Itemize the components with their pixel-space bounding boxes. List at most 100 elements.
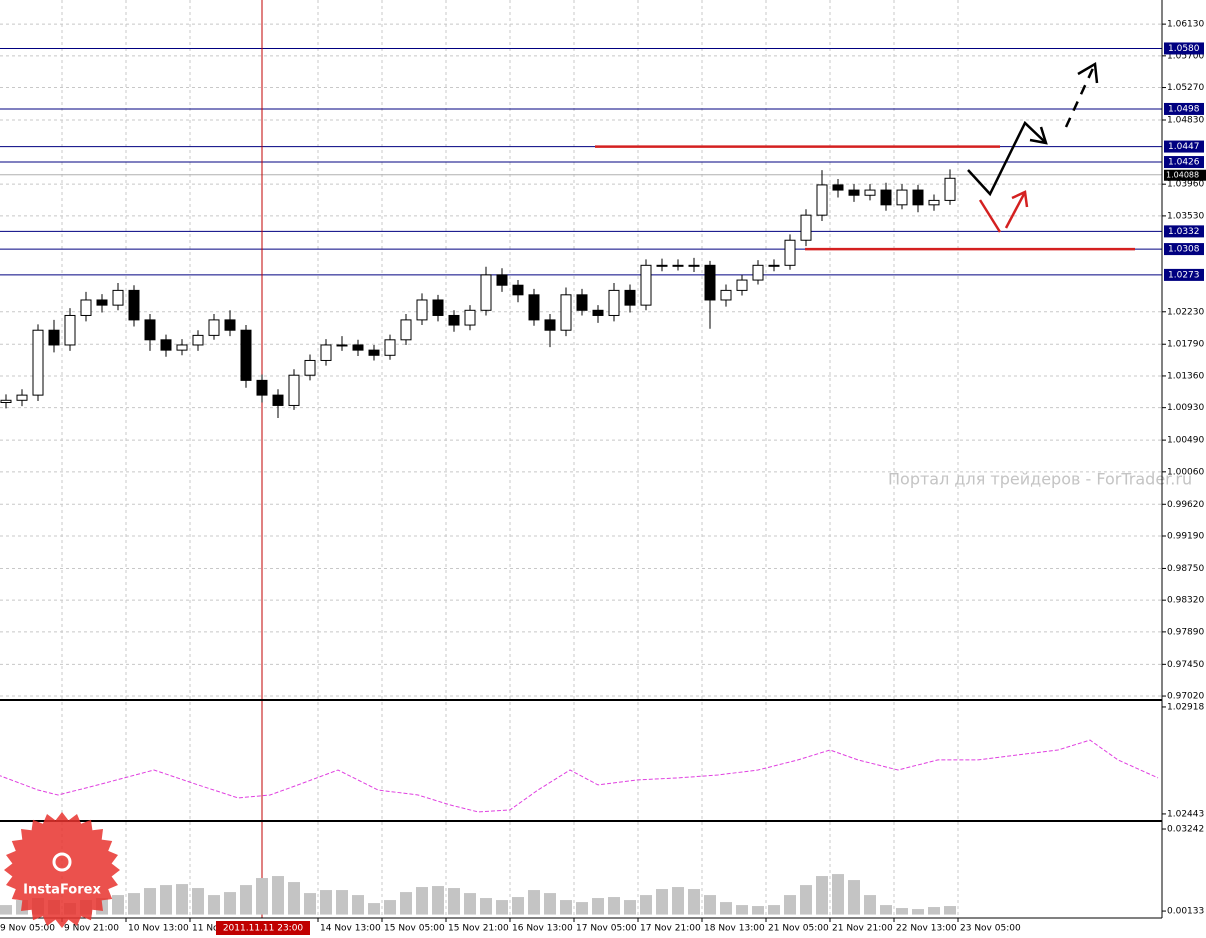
candle-body (288, 374, 300, 406)
logo-icon (52, 852, 72, 872)
arrow-head (1077, 61, 1099, 84)
candle-body (240, 329, 252, 381)
candle-body (192, 334, 204, 346)
level-label-box (1164, 102, 1204, 115)
y-tick-label: 1.01790 (1167, 340, 1204, 350)
candle-body (640, 264, 652, 306)
crosshair-label-box (216, 921, 310, 935)
histogram-bar (944, 906, 956, 915)
x-tick-label: 18 Nov 13:00 (704, 924, 765, 934)
histogram-bar (304, 893, 316, 915)
candle-body (368, 349, 380, 356)
level-label: 1.0447 (1168, 142, 1200, 152)
watermark: Портал для трейдеров - ForTrader.ru (888, 470, 1192, 489)
candle-body (880, 189, 892, 206)
histogram-bar (768, 905, 780, 915)
candle-body (160, 339, 172, 351)
candle-body (0, 399, 12, 403)
candle-body (32, 329, 44, 396)
forecast-arrow (967, 120, 1046, 197)
histogram-bar (560, 900, 572, 915)
histogram-bar (832, 874, 844, 915)
histogram-bar (592, 898, 604, 915)
candle-body (144, 319, 156, 341)
candle-body (768, 264, 780, 267)
level-label: 1.0426 (1168, 158, 1200, 168)
candle-body (304, 359, 316, 376)
x-tick-label: 22 Nov 13:00 (896, 924, 957, 934)
x-tick-label: 14 Nov 13:00 (320, 924, 381, 934)
forecast-arrow (978, 199, 1002, 233)
y-tick-label: 0.99620 (1167, 500, 1204, 510)
histogram-bar (576, 902, 588, 915)
y-tick-label: 0.97890 (1167, 627, 1204, 637)
candle-body (656, 264, 668, 267)
candle-body (576, 294, 588, 311)
candle-body (96, 299, 108, 306)
candle-body (80, 299, 92, 316)
histogram-bar (256, 878, 268, 915)
candle-body (816, 184, 828, 216)
histogram-bar (432, 886, 444, 915)
y-tick-label: 1.01360 (1167, 371, 1204, 381)
histogram-bar (384, 900, 396, 915)
histogram-bar (912, 909, 924, 915)
candle-body (896, 189, 908, 206)
candle-body (176, 344, 188, 351)
level-label: 1.0308 (1168, 245, 1200, 255)
histogram-bar (704, 895, 716, 915)
candle-body (352, 344, 364, 351)
forecast-arrow (1004, 193, 1026, 229)
crosshair-label: 2011.11.11 23:00 (223, 924, 304, 934)
y-tick-label: 1.04830 (1167, 116, 1204, 126)
candle-body (832, 184, 844, 191)
candle-body (16, 394, 28, 401)
current-price-box (1164, 169, 1206, 181)
histogram-bar (288, 882, 300, 915)
histogram-bar (816, 876, 828, 915)
y-tick-label: 0.97020 (1167, 692, 1204, 702)
y-tick-label: 1.05700 (1167, 51, 1204, 61)
histogram-bar (848, 880, 860, 915)
y-tick-label: 1.00930 (1167, 403, 1204, 413)
candle-body (480, 274, 492, 311)
level-label: 1.0580 (1168, 44, 1200, 54)
x-tick-label: 15 Nov 05:00 (384, 924, 445, 934)
y-tick-label: 1.02443 (1167, 809, 1204, 819)
histogram-bar (784, 895, 796, 915)
candle-body (224, 319, 236, 331)
histogram-bar (224, 892, 236, 915)
arrow-head (1011, 190, 1029, 208)
x-tick-label: 17 Nov 21:00 (640, 924, 701, 934)
candle-body (752, 264, 764, 281)
candle-body (672, 264, 684, 267)
level-label-box (1164, 268, 1204, 281)
histogram-bar (336, 890, 348, 915)
histogram-bar (160, 885, 172, 915)
y-tick-label: 0.97450 (1167, 660, 1204, 670)
x-tick-label: 21 Nov 05:00 (768, 924, 829, 934)
candle-body (496, 274, 508, 286)
indicator-line (0, 739, 1159, 813)
histogram-bar (640, 895, 652, 915)
candle-body (720, 289, 732, 301)
level-label-box (1164, 42, 1204, 55)
y-tick-label: 1.02918 (1167, 702, 1204, 712)
candle-body (336, 344, 348, 347)
x-tick-label: 9 Nov 05:00 (0, 924, 55, 934)
level-label-box (1164, 243, 1204, 256)
y-tick-label: 1.02230 (1167, 307, 1204, 317)
histogram-bar (448, 888, 460, 915)
x-tick-label: 15 Nov 21:00 (448, 924, 509, 934)
histogram-bar (688, 889, 700, 915)
arrow-head (1029, 126, 1048, 145)
level-label: 1.0332 (1168, 227, 1200, 237)
level-label-box (1164, 156, 1204, 169)
candle-body (320, 344, 332, 361)
histogram-bar (512, 897, 524, 915)
histogram-bar (112, 895, 124, 915)
histogram-bar (128, 893, 140, 915)
y-tick-label: 0.98750 (1167, 564, 1204, 574)
candle-body (528, 294, 540, 321)
